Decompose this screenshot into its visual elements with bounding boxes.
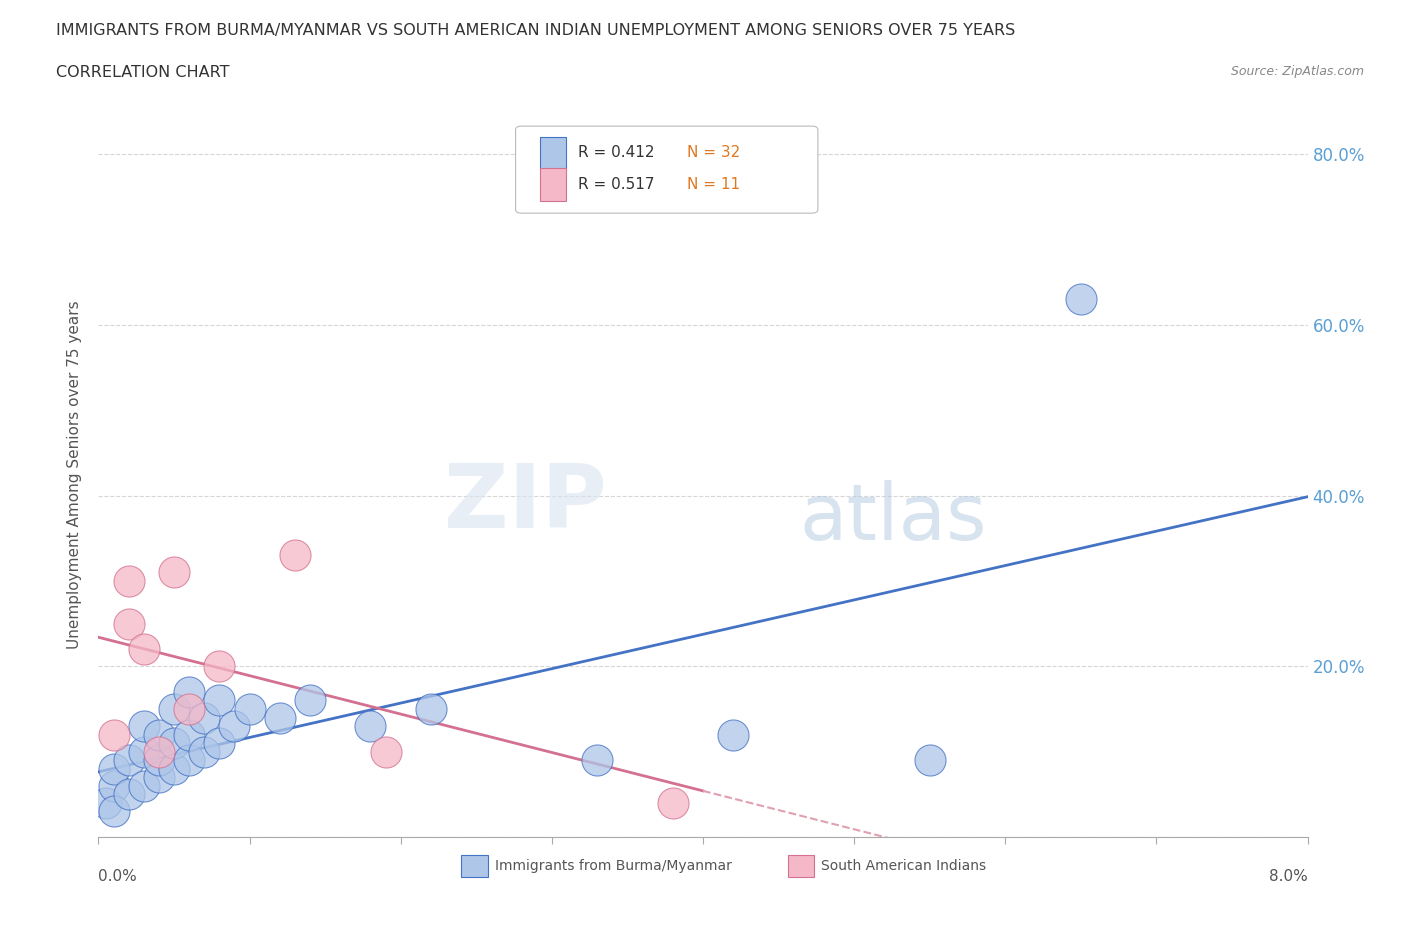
Point [193,711,215,725]
FancyBboxPatch shape [787,856,814,877]
Point [148,752,170,767]
Point [179,727,201,742]
Point [239,701,262,716]
Point [360,719,382,734]
Text: CORRELATION CHART: CORRELATION CHART [56,65,229,80]
Point [208,736,231,751]
Text: atlas: atlas [800,480,987,556]
Point [179,684,201,699]
FancyBboxPatch shape [540,137,567,169]
Text: N = 11: N = 11 [688,177,741,192]
Point [163,701,186,716]
Point [918,752,941,767]
Point [148,744,170,759]
Text: ZIP: ZIP [443,459,606,547]
Point [208,658,231,673]
Point [132,642,155,657]
Text: IMMIGRANTS FROM BURMA/MYANMAR VS SOUTH AMERICAN INDIAN UNEMPLOYMENT AMONG SENIOR: IMMIGRANTS FROM BURMA/MYANMAR VS SOUTH A… [56,23,1015,38]
FancyBboxPatch shape [540,168,567,201]
Point [118,574,141,589]
Point [148,770,170,785]
Point [118,752,141,767]
Point [661,795,683,810]
Point [224,719,246,734]
Point [193,744,215,759]
Point [148,727,170,742]
Text: 8.0%: 8.0% [1268,870,1308,884]
Point [179,752,201,767]
Point [179,701,201,716]
FancyBboxPatch shape [461,856,488,877]
Point [118,617,141,631]
Point [284,548,307,563]
FancyBboxPatch shape [516,126,818,213]
Point [103,727,125,742]
Text: R = 0.412: R = 0.412 [578,145,655,161]
Point [132,778,155,793]
Text: 0.0%: 0.0% [98,870,138,884]
Text: R = 0.517: R = 0.517 [578,177,655,192]
Text: N = 32: N = 32 [688,145,741,161]
Point [269,711,291,725]
Point [103,762,125,777]
Point [723,727,745,742]
Text: South American Indians: South American Indians [821,859,987,873]
Point [586,752,609,767]
Text: Source: ZipAtlas.com: Source: ZipAtlas.com [1230,65,1364,78]
Point [163,565,186,580]
Point [208,693,231,708]
Point [118,787,141,802]
Point [163,736,186,751]
Point [299,693,322,708]
Y-axis label: Unemployment Among Seniors over 75 years: Unemployment Among Seniors over 75 years [67,300,83,648]
Point [94,795,117,810]
Text: Immigrants from Burma/Myanmar: Immigrants from Burma/Myanmar [495,859,733,873]
Point [163,762,186,777]
Point [103,778,125,793]
Point [1070,292,1092,307]
Point [103,804,125,818]
Point [420,701,443,716]
Point [132,719,155,734]
Point [374,744,396,759]
Point [132,744,155,759]
